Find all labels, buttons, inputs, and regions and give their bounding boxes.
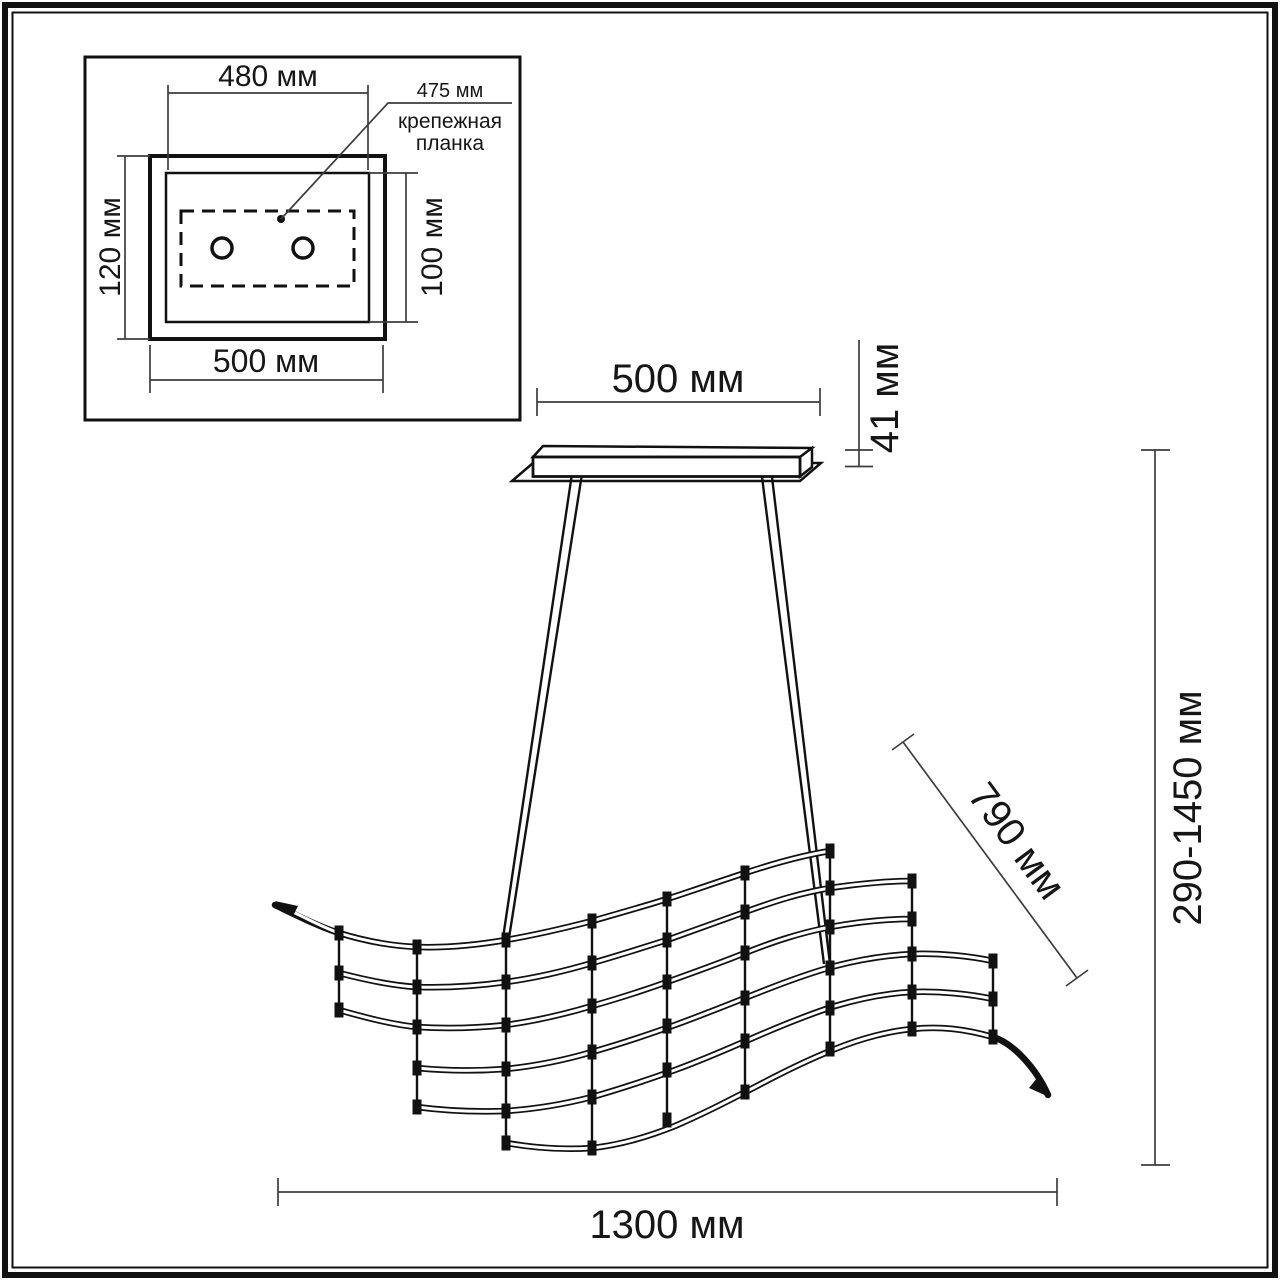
tube-row-6 — [502, 1024, 1052, 1152]
canopy-box-top — [530, 444, 816, 459]
dim-inset-inner-height: 100 мм — [369, 172, 449, 323]
mount-plate-dashed-rect — [179, 209, 356, 288]
mount-name-line2: планка — [416, 132, 485, 155]
dim-inset-left-height: 120 мм — [94, 155, 150, 340]
canopy-box-front — [531, 455, 802, 478]
wave-lattice — [271, 843, 1052, 1156]
mount-leader-line — [280, 102, 512, 220]
tube-highlights — [291, 849, 995, 1151]
mount-hole-right-icon — [291, 236, 315, 260]
suspension-rods — [501, 476, 832, 965]
connector-nodes — [334, 843, 998, 1156]
mount-name-line1: крепежная — [398, 110, 502, 133]
mount-hole-left-icon — [210, 236, 234, 260]
mount-value-label: 475 мм — [417, 80, 483, 102]
dim-canopy-height: 41 мм — [845, 340, 907, 468]
label-inset-inner-height: 100 мм — [416, 197, 449, 297]
label-suspension-range: 290-1450 мм — [1166, 690, 1210, 925]
tube-tip-right — [1029, 1078, 1049, 1097]
inset-panel: 475 мм крепежная планка 480 мм 120 мм 10… — [83, 55, 522, 422]
label-inset-top-width: 480 мм — [218, 60, 318, 93]
suspension-rod-right — [760, 476, 826, 965]
dim-canopy-width: 500 мм — [536, 357, 821, 416]
suspension-rod-left — [501, 476, 573, 939]
dim-overall-width: 1300 мм — [277, 1178, 1058, 1247]
dim-diagonal-depth: 790 мм — [891, 733, 1089, 987]
label-overall-width: 1300 мм — [589, 1203, 744, 1247]
label-inset-bottom-width: 500 мм — [213, 343, 319, 379]
tube-tip-left — [275, 901, 298, 916]
dim-suspension-range: 290-1450 мм — [1141, 449, 1210, 1166]
tube-row-5 — [413, 988, 997, 1115]
frame-inner-border — [11, 11, 1269, 1269]
inset-outline — [83, 55, 522, 422]
label-inset-left-height: 120 мм — [94, 197, 127, 297]
dim-inset-top-width: 480 мм — [167, 60, 369, 170]
mount-inner-rect — [164, 171, 371, 324]
dim-inset-bottom-width: 500 мм — [149, 343, 384, 393]
tube-rows — [271, 847, 1052, 1152]
label-canopy-width: 500 мм — [612, 357, 745, 401]
canopy — [508, 444, 825, 483]
label-canopy-height: 41 мм — [863, 343, 907, 454]
tube-row-1 — [271, 847, 834, 951]
